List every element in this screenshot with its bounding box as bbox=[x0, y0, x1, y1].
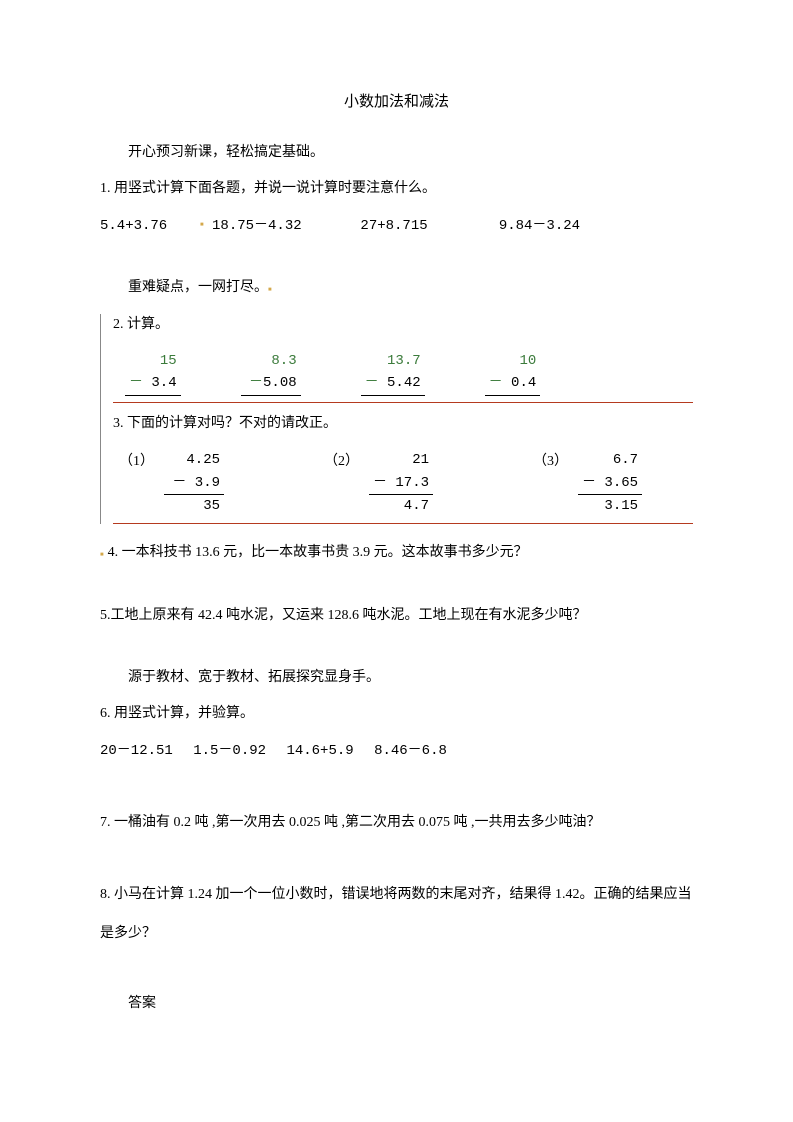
q2-col-3: 13.7 － 5.42 bbox=[361, 350, 425, 396]
q6-e2: 1.5－0.92 bbox=[193, 743, 266, 759]
q1-e4: 9.84－3.24 bbox=[499, 215, 609, 237]
page-title: 小数加法和减法 bbox=[100, 90, 693, 114]
boxed-section: 2. 计算。 15 － 3.4 8.3 －5.08 13.7 － 5.42 10… bbox=[100, 314, 693, 525]
q1-e1: 5.4+3.76 bbox=[100, 215, 200, 237]
section3-intro: 源于教材、宽于教材、拓展探究显身手。 bbox=[128, 667, 693, 689]
q6-text: 6. 用竖式计算，并验算。 bbox=[100, 703, 693, 725]
q1-text: 1. 用竖式计算下面各题，并说一说计算时要注意什么。 bbox=[100, 178, 693, 200]
q6-expressions: 20－12.51 1.5－0.92 14.6+5.9 8.46－6.8 bbox=[100, 740, 693, 762]
q6-e3: 14.6+5.9 bbox=[286, 743, 353, 759]
q2-col-1: 15 － 3.4 bbox=[125, 350, 181, 396]
q3-check-row: （1） 4.25 － 3.9 35 （2） 21 － 17.3 4.7 （3） … bbox=[119, 449, 693, 517]
q3-item-3: （3） 6.7 － 3.65 3.15 bbox=[533, 449, 642, 517]
section1-intro: 开心预习新课，轻松搞定基础。 bbox=[128, 142, 693, 164]
q2-col-2: 8.3 －5.08 bbox=[241, 350, 301, 396]
q8-text: 8. 小马在计算 1.24 加一个一位小数时，错误地将两数的末尾对齐，结果得 1… bbox=[100, 875, 693, 953]
red-divider-1 bbox=[113, 402, 693, 403]
q1-e3: 27+8.715 bbox=[360, 215, 490, 237]
red-divider-2 bbox=[113, 523, 693, 524]
q3-item-1: （1） 4.25 － 3.9 35 bbox=[119, 449, 224, 517]
q1-expressions: 5.4+3.76■ 18.75－4.32 27+8.715 9.84－3.24 bbox=[100, 215, 693, 237]
q6-e4: 8.46－6.8 bbox=[374, 743, 447, 759]
q5-text: 5.工地上原来有 42.4 吨水泥，又运来 128.6 吨水泥。工地上现在有水泥… bbox=[100, 605, 693, 627]
q4-text: ■4. 一本科技书 13.6 元，比一本故事书贵 3.9 元。这本故事书多少元？ bbox=[100, 542, 693, 564]
q3-item-2: （2） 21 － 17.3 4.7 bbox=[324, 449, 433, 517]
answer-label: 答案 bbox=[128, 993, 693, 1015]
q1-e2: 18.75－4.32 bbox=[212, 215, 352, 237]
q6-e1: 20－12.51 bbox=[100, 743, 173, 759]
section2-intro: 重难疑点，一网打尽。■ bbox=[128, 277, 693, 299]
q3-text: 3. 下面的计算对吗？不对的请改正。 bbox=[113, 413, 693, 435]
q2-col-4: 10 － 0.4 bbox=[485, 350, 541, 396]
q7-text: 7. 一桶油有 0.2 吨 ,第一次用去 0.025 吨 ,第二次用去 0.07… bbox=[100, 812, 693, 834]
q2-calc-row: 15 － 3.4 8.3 －5.08 13.7 － 5.42 10 － 0.4 bbox=[125, 350, 693, 396]
q2-text: 2. 计算。 bbox=[113, 314, 693, 336]
